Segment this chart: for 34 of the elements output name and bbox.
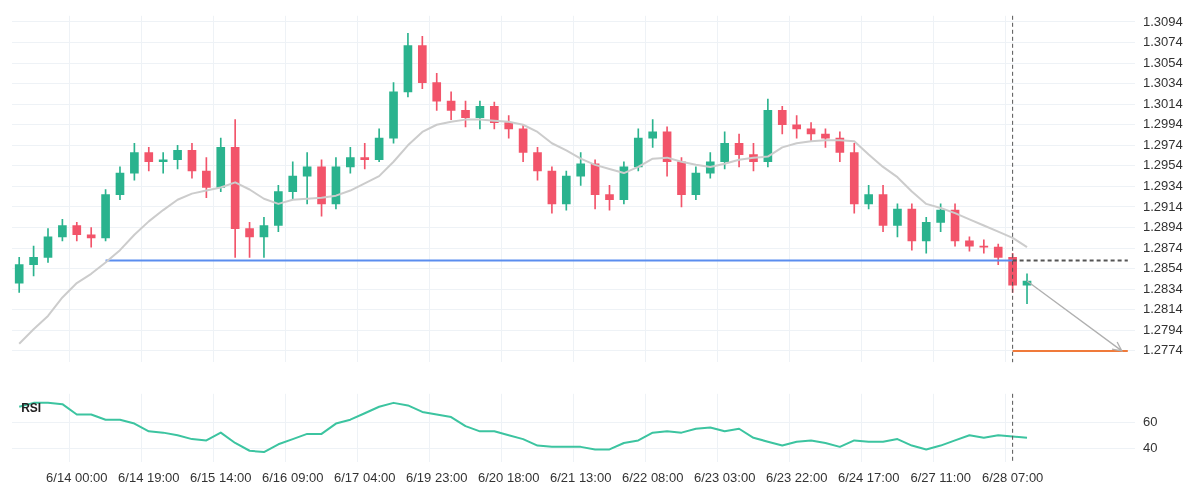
y-tick-label: 60 [1143, 413, 1158, 429]
x-tick-label: 6/27 11:00 [910, 469, 971, 485]
y-tick-label: 1.2994 [1143, 116, 1183, 132]
y-tick-label: 1.2874 [1143, 239, 1183, 255]
y-tick-label: 1.2794 [1143, 321, 1183, 337]
x-tick-label: 6/20 18:00 [477, 469, 540, 485]
y-tick-label: 1.3014 [1143, 95, 1183, 111]
x-tick-label: 6/16 09:00 [262, 469, 324, 485]
x-tick-label: 6/14 19:00 [118, 469, 180, 485]
y-tick-label: 40 [1143, 439, 1158, 455]
x-tick-label: 6/23 22:00 [765, 469, 828, 485]
y-tick-label: 1.2974 [1143, 136, 1183, 152]
x-tick-label: 6/28 07:00 [981, 469, 1044, 485]
x-tick-label: 6/23 03:00 [693, 469, 756, 485]
y-tick-label: 1.3094 [1143, 13, 1183, 29]
x-tick-label: 6/21 13:00 [549, 469, 612, 485]
x-tick-label: 6/14 00:00 [46, 469, 108, 485]
x-tick-label: 6/17 04:00 [334, 469, 396, 485]
x-tick-label: 6/19 23:00 [406, 469, 468, 485]
y-tick-label: 1.3074 [1143, 34, 1183, 50]
y-tick-label: 1.2834 [1143, 280, 1183, 296]
y-tick-label: 1.2914 [1143, 198, 1183, 214]
y-tick-label: 1.3054 [1143, 54, 1183, 70]
x-tick-label: 6/22 08:00 [621, 469, 684, 485]
series-label: RSI [21, 401, 42, 416]
x-tick-label: 6/24 17:00 [837, 469, 900, 485]
y-tick-label: 1.2954 [1143, 157, 1183, 173]
y-tick-label: 1.2774 [1143, 342, 1183, 358]
y-tick-label: 1.2894 [1143, 219, 1183, 235]
y-tick-label: 1.2814 [1143, 301, 1183, 317]
y-tick-label: 1.2934 [1143, 178, 1183, 194]
y-tick-label: 1.2854 [1143, 260, 1183, 276]
y-tick-label: 1.3034 [1143, 75, 1183, 91]
x-tick-label: 6/15 14:00 [190, 469, 252, 485]
